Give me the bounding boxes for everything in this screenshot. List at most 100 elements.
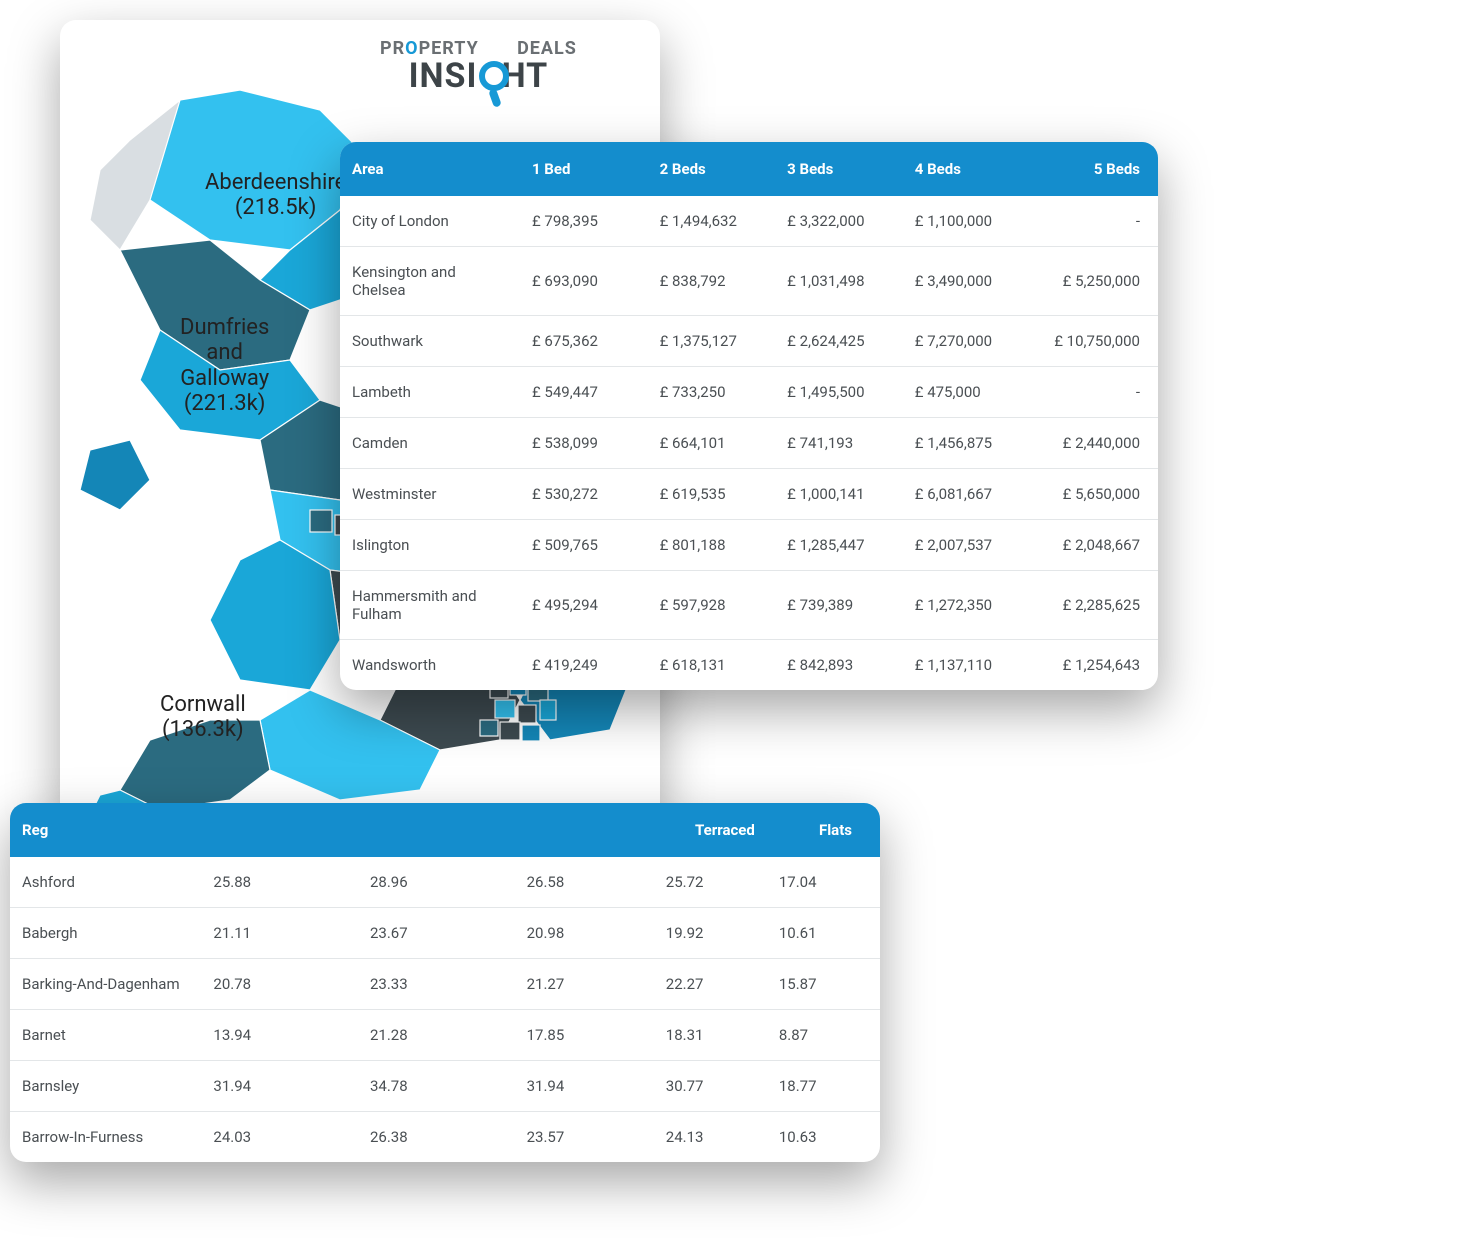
table-cell: £ 530,272	[520, 469, 648, 520]
table-cell: Islington	[340, 520, 520, 571]
table-cell: -	[1030, 196, 1158, 247]
table-cell: £ 733,250	[648, 367, 776, 418]
table-row[interactable]: Barrow-In-Furness24.0326.3823.5724.1310.…	[10, 1112, 880, 1163]
table-row[interactable]: Barnet13.9421.2817.8518.318.87	[10, 1010, 880, 1061]
table-cell: 31.94	[201, 1061, 358, 1112]
table-row[interactable]: Islington£ 509,765£ 801,188£ 1,285,447£ …	[340, 520, 1158, 571]
table-cell: Wandsworth	[340, 640, 520, 691]
table-cell: 18.31	[654, 1010, 767, 1061]
table-cell: 13.94	[201, 1010, 358, 1061]
table-cell: £ 1,272,350	[903, 571, 1031, 640]
table-cell: £ 798,395	[520, 196, 648, 247]
table-row[interactable]: Babergh21.1123.6720.9819.9210.61	[10, 908, 880, 959]
table-cell: £ 1,031,498	[775, 247, 903, 316]
column-header[interactable]	[201, 803, 358, 857]
column-header[interactable]: 5 Beds	[1030, 142, 1158, 196]
table-cell: 23.33	[358, 959, 515, 1010]
logo-text: PR	[380, 38, 405, 59]
column-header[interactable]: 2 Beds	[648, 142, 776, 196]
table-cell: £ 2,285,625	[1030, 571, 1158, 640]
table-cell: £ 1,375,127	[648, 316, 776, 367]
table-cell: Southwark	[340, 316, 520, 367]
table-cell: £ 6,081,667	[903, 469, 1031, 520]
table-row[interactable]: Barking-And-Dagenham20.7823.3321.2722.27…	[10, 959, 880, 1010]
region-metrics-card: RegTerracedFlats Ashford25.8828.9626.582…	[10, 803, 880, 1162]
table-cell: 18.77	[767, 1061, 880, 1112]
table-cell: 19.92	[654, 908, 767, 959]
column-header[interactable]: 3 Beds	[775, 142, 903, 196]
table-cell: £ 7,270,000	[903, 316, 1031, 367]
table-cell: £ 842,893	[775, 640, 903, 691]
table-cell: 24.13	[654, 1112, 767, 1163]
table-row[interactable]: City of London£ 798,395£ 1,494,632£ 3,32…	[340, 196, 1158, 247]
table-cell: Ashford	[10, 857, 201, 908]
table-cell: 23.67	[358, 908, 515, 959]
column-header[interactable]: Reg	[10, 803, 201, 857]
table-cell: £ 5,650,000	[1030, 469, 1158, 520]
table-row[interactable]: Kensington and Chelsea£ 693,090£ 838,792…	[340, 247, 1158, 316]
column-header[interactable]: Terraced	[654, 803, 767, 857]
table-cell: 25.88	[201, 857, 358, 908]
table-cell: 21.27	[515, 959, 654, 1010]
table-cell: £ 693,090	[520, 247, 648, 316]
table-cell: 17.85	[515, 1010, 654, 1061]
table-cell: 17.04	[767, 857, 880, 908]
column-header[interactable]	[515, 803, 654, 857]
table-cell: £ 2,007,537	[903, 520, 1031, 571]
table-cell: 23.57	[515, 1112, 654, 1163]
table-cell: -	[1030, 367, 1158, 418]
table-cell: 10.61	[767, 908, 880, 959]
table-cell: 30.77	[654, 1061, 767, 1112]
table-cell: Camden	[340, 418, 520, 469]
column-header[interactable]: 1 Bed	[520, 142, 648, 196]
table-row[interactable]: Hammersmith and Fulham£ 495,294£ 597,928…	[340, 571, 1158, 640]
table-row[interactable]: Lambeth£ 549,447£ 733,250£ 1,495,500£ 47…	[340, 367, 1158, 418]
column-header[interactable]: Flats	[767, 803, 880, 857]
table-cell: £ 1,137,110	[903, 640, 1031, 691]
table-cell: £ 1,285,447	[775, 520, 903, 571]
table-cell: 20.78	[201, 959, 358, 1010]
table-row[interactable]: Southwark£ 675,362£ 1,375,127£ 2,624,425…	[340, 316, 1158, 367]
table-cell: £ 664,101	[648, 418, 776, 469]
table-cell: £ 3,322,000	[775, 196, 903, 247]
table-cell: £ 475,000	[903, 367, 1031, 418]
table-cell: £ 2,624,425	[775, 316, 903, 367]
table-cell: Barnsley	[10, 1061, 201, 1112]
table-cell: 24.03	[201, 1112, 358, 1163]
table-cell: 21.28	[358, 1010, 515, 1061]
table-cell: £ 741,193	[775, 418, 903, 469]
table-cell: 26.38	[358, 1112, 515, 1163]
column-header[interactable]	[358, 803, 515, 857]
table-cell: 26.58	[515, 857, 654, 908]
table-cell: £ 538,099	[520, 418, 648, 469]
table-cell: £ 1,456,875	[903, 418, 1031, 469]
table-row[interactable]: Barnsley31.9434.7831.9430.7718.77	[10, 1061, 880, 1112]
table-cell: 8.87	[767, 1010, 880, 1061]
table-cell: £ 2,440,000	[1030, 418, 1158, 469]
table-cell: £ 618,131	[648, 640, 776, 691]
table-row[interactable]: Wandsworth£ 419,249£ 618,131£ 842,893£ 1…	[340, 640, 1158, 691]
table-cell: 25.72	[654, 857, 767, 908]
table-cell: £ 739,389	[775, 571, 903, 640]
table-cell: £ 5,250,000	[1030, 247, 1158, 316]
table-row[interactable]: Camden£ 538,099£ 664,101£ 741,193£ 1,456…	[340, 418, 1158, 469]
table-cell: £ 1,495,500	[775, 367, 903, 418]
table-cell: Hammersmith and Fulham	[340, 571, 520, 640]
table-cell: Babergh	[10, 908, 201, 959]
prices-by-bedroom-card: Area1 Bed2 Beds3 Beds4 Beds5 Beds City o…	[340, 142, 1158, 690]
table-row[interactable]: Ashford25.8828.9626.5825.7217.04	[10, 857, 880, 908]
table-cell: £ 597,928	[648, 571, 776, 640]
column-header[interactable]: 4 Beds	[903, 142, 1031, 196]
table-cell: £ 549,447	[520, 367, 648, 418]
table-cell: 31.94	[515, 1061, 654, 1112]
table-cell: £ 509,765	[520, 520, 648, 571]
column-header[interactable]: Area	[340, 142, 520, 196]
table-cell: £ 419,249	[520, 640, 648, 691]
table-cell: 28.96	[358, 857, 515, 908]
table-cell: Barking-And-Dagenham	[10, 959, 201, 1010]
table-cell: 34.78	[358, 1061, 515, 1112]
table-row[interactable]: Westminster£ 530,272£ 619,535£ 1,000,141…	[340, 469, 1158, 520]
table-cell: £ 675,362	[520, 316, 648, 367]
prices-table: Area1 Bed2 Beds3 Beds4 Beds5 Beds City o…	[340, 142, 1158, 690]
table-cell: £ 838,792	[648, 247, 776, 316]
